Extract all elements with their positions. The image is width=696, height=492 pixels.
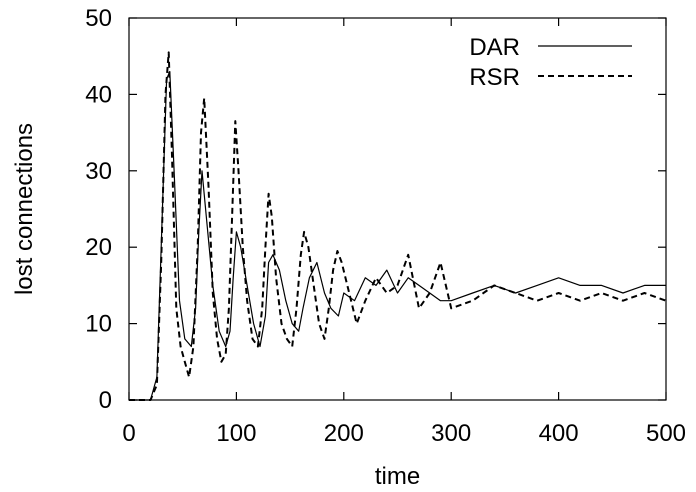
x-axis-title: time [375,463,420,490]
axis-ticks [128,17,667,401]
y-tick-label: 50 [85,5,112,32]
x-tick-label: 400 [539,420,579,447]
y-tick-label: 0 [99,387,112,414]
legend-label-rsr: RSR [469,64,520,91]
x-tick-label: 500 [646,420,686,447]
x-tick-labels: 0 100 200 300 400 500 [122,420,686,447]
y-tick-label: 30 [85,158,112,185]
y-tick-labels: 0 10 20 30 40 50 [85,5,112,414]
x-tick-label: 200 [324,420,364,447]
series-layer [129,51,667,401]
y-tick-label: 20 [85,234,112,261]
x-tick-label: 0 [122,420,135,447]
y-axis-title: lost connections [11,123,38,295]
plot-frame [128,17,667,401]
series-line-rsr [129,51,667,401]
y-tick-label: 10 [85,311,112,338]
legend: DAR RSR [469,34,632,91]
x-tick-label: 100 [216,420,256,447]
y-tick-label: 40 [85,81,112,108]
series-line-dar [129,70,666,401]
x-tick-label: 300 [431,420,471,447]
legend-label-dar: DAR [469,34,520,61]
